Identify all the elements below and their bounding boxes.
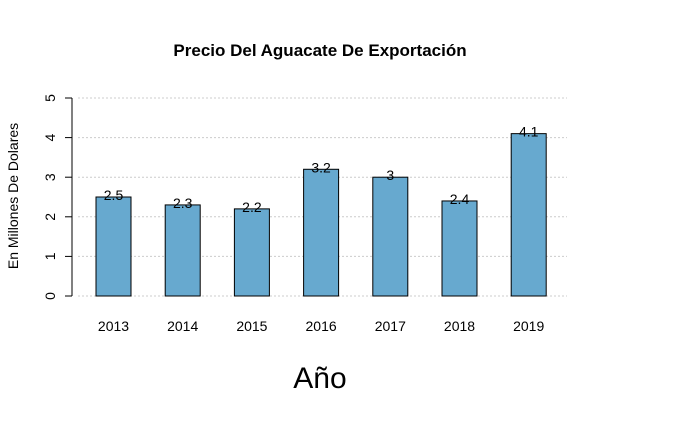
x-tick-label: 2013 [98, 318, 129, 334]
bars [95, 133, 547, 297]
x-tick-label: 2019 [513, 318, 544, 334]
x-tick-label: 2016 [306, 318, 337, 334]
y-axis: 0 1 2 3 4 5 [42, 94, 73, 300]
bar [441, 200, 478, 297]
bar [233, 208, 270, 297]
bar [372, 176, 409, 297]
bar [95, 196, 132, 297]
x-tick-label: 2018 [444, 318, 475, 334]
bar-value-label: 2.3 [173, 195, 193, 211]
y-tick-label: 2 [42, 213, 58, 221]
bar [303, 168, 340, 297]
bar-value-label: 2.5 [104, 187, 124, 203]
y-tick-label: 1 [42, 252, 58, 260]
chart-title: Precio Del Aguacate De Exportación [173, 41, 466, 60]
bar-value-label: 2.4 [450, 191, 470, 207]
y-tick-label: 0 [42, 292, 58, 300]
bar-value-label: 3.2 [311, 159, 331, 175]
x-axis-label: Año [293, 362, 346, 395]
bar-value-label: 4.1 [519, 124, 539, 140]
bar-value-label: 3 [386, 167, 394, 183]
y-tick-label: 5 [42, 94, 58, 102]
y-tick-label: 4 [42, 133, 58, 141]
bar-value-label: 2.2 [242, 199, 262, 215]
bar [164, 204, 201, 297]
y-axis-label: En Millones De Dolares [5, 123, 21, 269]
value-labels: 2.5 2.3 2.2 3.2 3 2.4 4.1 [104, 124, 539, 215]
x-tick-label: 2014 [167, 318, 198, 334]
y-tick-label: 3 [42, 173, 58, 181]
bar [510, 133, 547, 297]
x-tick-label: 2017 [375, 318, 406, 334]
x-tick-label: 2015 [236, 318, 267, 334]
x-tick-labels: 2013 2014 2015 2016 2017 2018 2019 [98, 318, 545, 334]
